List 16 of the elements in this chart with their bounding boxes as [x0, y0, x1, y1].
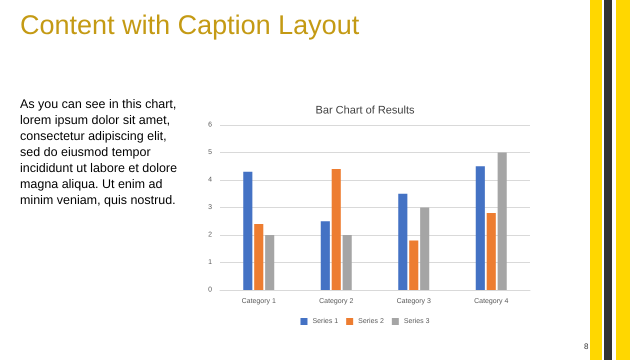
- bar: [409, 240, 418, 290]
- text: 8: [584, 342, 588, 351]
- bar: [320, 221, 330, 290]
- bar: [254, 224, 264, 290]
- bar: [243, 172, 252, 290]
- bar: [476, 166, 485, 290]
- chart-title: Bar Chart of Results: [315, 104, 416, 116]
- bar: [265, 235, 274, 290]
- bar: [420, 208, 430, 290]
- bar: [342, 235, 352, 290]
- text: Content with Caption Layout: [20, 10, 360, 41]
- bar: [498, 152, 507, 290]
- bar: [398, 194, 408, 290]
- bar: [486, 213, 496, 290]
- bar: [332, 169, 341, 290]
- text: As you can see in this chart, lorem ipsum dolor sit amet, consectetur adipiscing elit, sed do eiusmod tempor incididunt ut labore et dolore magna aliqua. Ut enim ad minim veniam, quis nostrud.: [20, 96, 178, 208]
